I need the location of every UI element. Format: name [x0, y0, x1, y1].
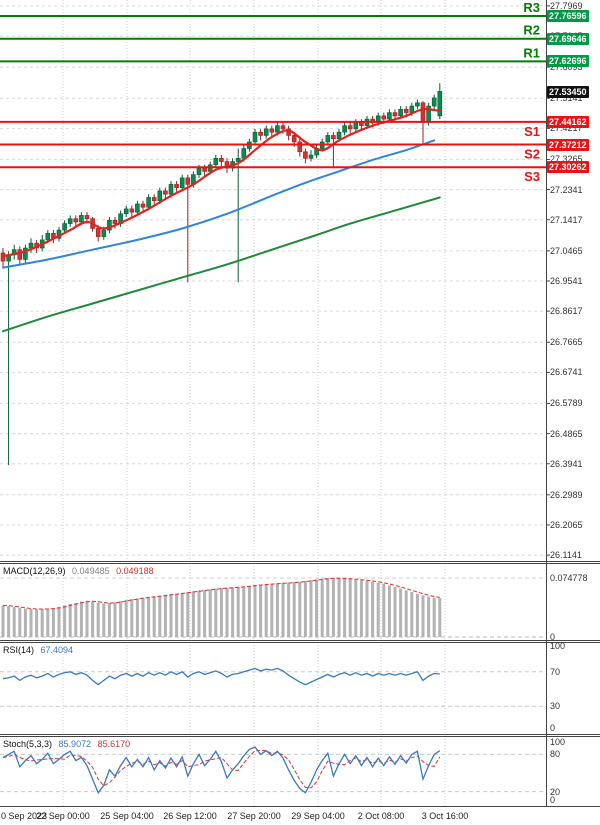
macd-signal-line — [2, 577, 440, 610]
pivot-label-R2: R2 — [523, 23, 540, 38]
stoch-name: Stoch(5,3,3) — [3, 739, 53, 749]
mid-ma — [2, 139, 436, 269]
pivot-label-R1: R1 — [523, 45, 540, 60]
pivot-label-S2: S2 — [524, 147, 540, 162]
rsi-indicator-label: RSI(14) 67.4094 — [3, 645, 77, 655]
macd-name: MACD(12,26,9) — [3, 566, 66, 576]
rsi-value: 67.4094 — [40, 645, 74, 655]
candlestick-series — [0, 83, 443, 466]
stoch-lines — [0, 746, 546, 795]
macd-indicator-label: MACD(12,26,9) 0.049485 0.049188 — [3, 566, 158, 576]
slow-ma — [2, 196, 441, 333]
stoch-indicator-label: Stoch(5,3,3) 85.9072 85.6170 — [3, 739, 134, 749]
macd-main-value: 0.049485 — [72, 566, 110, 576]
stoch-main-line — [2, 746, 441, 795]
stoch-signal-line — [2, 749, 441, 789]
rsi-name: RSI(14) — [3, 645, 35, 655]
stoch-signal-value: 85.6170 — [97, 739, 131, 749]
moving-averages — [1, 108, 441, 333]
rsi-line — [0, 667, 546, 707]
pivot-label-S1: S1 — [524, 124, 540, 139]
stoch-main-value: 85.9072 — [58, 739, 92, 749]
macd-signal-value: 0.049188 — [116, 566, 154, 576]
fast-ma — [1, 108, 441, 258]
pivot-levels: R3 R2 R1 S1 S2 S3 — [0, 0, 546, 184]
macd-histogram — [0, 577, 546, 638]
pivot-label-S3: S3 — [524, 169, 540, 184]
pivot-label-R3: R3 — [523, 0, 540, 15]
panel-borders — [0, 0, 600, 807]
